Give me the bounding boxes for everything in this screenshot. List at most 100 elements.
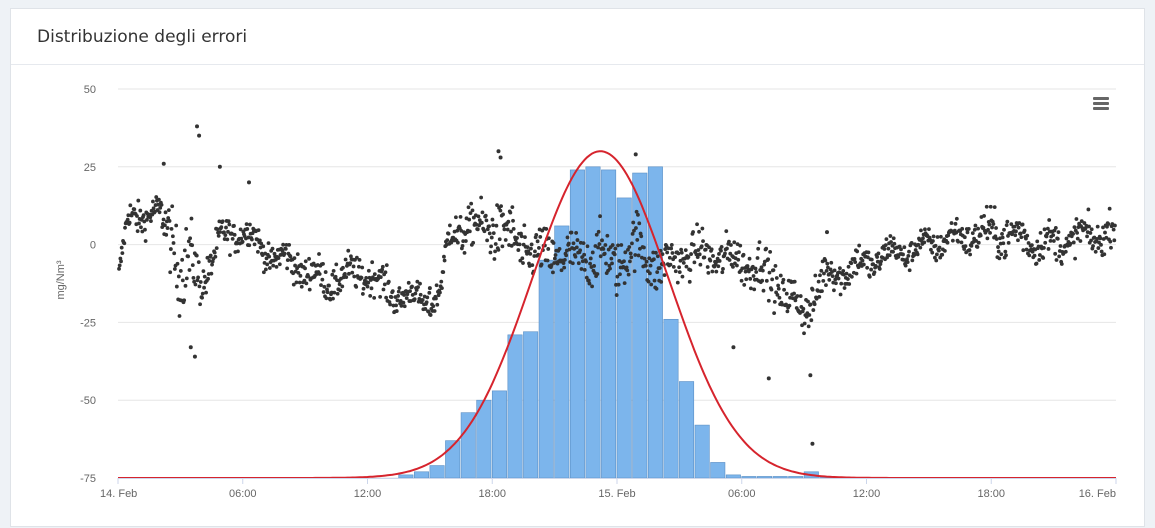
scatter-point (933, 243, 938, 248)
scatter-point (386, 279, 391, 284)
scatter-point (333, 274, 338, 279)
scatter-point (1030, 243, 1034, 248)
scatter-point (933, 255, 937, 260)
scatter-point (167, 219, 172, 223)
scatter-point (197, 133, 202, 138)
scatter-point (191, 276, 196, 280)
scatter-point (248, 222, 252, 227)
scatter-point (649, 282, 654, 287)
scatter-point (872, 270, 877, 275)
scatter-point (603, 243, 608, 247)
scatter-point (727, 239, 731, 244)
scatter-point (1102, 252, 1107, 257)
scatter-point (1055, 236, 1060, 241)
scatter-point (166, 208, 171, 213)
scatter-point (378, 294, 383, 299)
scatter-point (320, 277, 325, 282)
scatter-point (879, 259, 883, 264)
scatter-point (921, 236, 925, 241)
scatter-point (875, 255, 880, 259)
scatter-point (1041, 246, 1046, 250)
scatter-point (1051, 239, 1056, 243)
scatter-point (735, 263, 739, 268)
scatter-point (323, 270, 328, 274)
scatter-point (677, 265, 682, 270)
scatter-point (918, 245, 923, 250)
scatter-point (1022, 228, 1027, 233)
context-menu-icon[interactable] (1093, 97, 1109, 110)
scatter-point (1096, 246, 1101, 250)
scatter-point (223, 233, 228, 237)
scatter-point (1113, 223, 1117, 228)
scatter-point (753, 266, 758, 271)
scatter-point (776, 283, 781, 288)
scatter-point (636, 253, 641, 258)
scatter-point (824, 283, 828, 288)
scatter-point (882, 247, 887, 251)
scatter-point (573, 254, 578, 259)
scatter-point (972, 227, 977, 232)
scatter-point (654, 286, 659, 291)
scatter-point (825, 261, 830, 266)
scatter-point (634, 226, 638, 230)
scatter-point (171, 241, 176, 245)
scatter-point (453, 215, 458, 220)
scatter-point (352, 274, 357, 279)
scatter-point (520, 256, 525, 261)
scatter-point (396, 294, 400, 298)
scatter-point (193, 282, 198, 287)
x-tick-label: 06:00 (229, 488, 257, 500)
scatter-point (592, 264, 596, 268)
scatter-point (887, 253, 892, 258)
scatter-point (330, 272, 335, 277)
scatter-point (978, 233, 983, 238)
scatter-point (701, 239, 705, 244)
scatter-point (739, 278, 744, 283)
scatter-point (196, 275, 201, 280)
scatter-point (687, 279, 692, 284)
scatter-point (802, 331, 806, 336)
scatter-point (935, 235, 940, 239)
scatter-point (416, 285, 420, 289)
scatter-point (190, 243, 195, 248)
scatter-point (332, 290, 337, 295)
scatter-point (535, 239, 540, 244)
scatter-point (681, 260, 686, 265)
scatter-point (901, 252, 905, 257)
x-tick-label: 18:00 (977, 488, 1005, 500)
scatter-point (830, 274, 835, 279)
scatter-point (298, 273, 303, 278)
scatter-point (903, 263, 908, 268)
scatter-point (570, 261, 575, 266)
scatter-point (166, 216, 171, 220)
scatter-point (588, 256, 593, 261)
scatter-point (847, 282, 852, 286)
scatter-point (161, 161, 166, 166)
scatter-point (1003, 249, 1008, 254)
scatter-point (792, 279, 797, 284)
scatter-point (469, 201, 474, 206)
scatter-point (282, 251, 287, 256)
scatter-point (1026, 241, 1031, 245)
histogram-bar (679, 381, 695, 479)
scatter-point (136, 198, 141, 203)
scatter-point (174, 284, 179, 289)
scatter-point (265, 262, 270, 267)
scatter-point (515, 236, 519, 240)
scatter-point (528, 251, 533, 256)
scatter-point (962, 235, 967, 240)
scatter-point (669, 246, 674, 251)
scatter-point (209, 271, 214, 276)
scatter-point (1009, 222, 1014, 226)
scatter-point (710, 269, 715, 274)
scatter-point (698, 262, 703, 267)
scatter-point (274, 265, 279, 269)
scatter-point (1000, 231, 1004, 236)
scatter-point (217, 164, 222, 169)
scatter-point (285, 266, 290, 271)
scatter-point (145, 217, 149, 222)
scatter-point (691, 230, 695, 234)
scatter-point (325, 290, 330, 295)
scatter-point (982, 214, 986, 218)
scatter-point (648, 263, 653, 268)
